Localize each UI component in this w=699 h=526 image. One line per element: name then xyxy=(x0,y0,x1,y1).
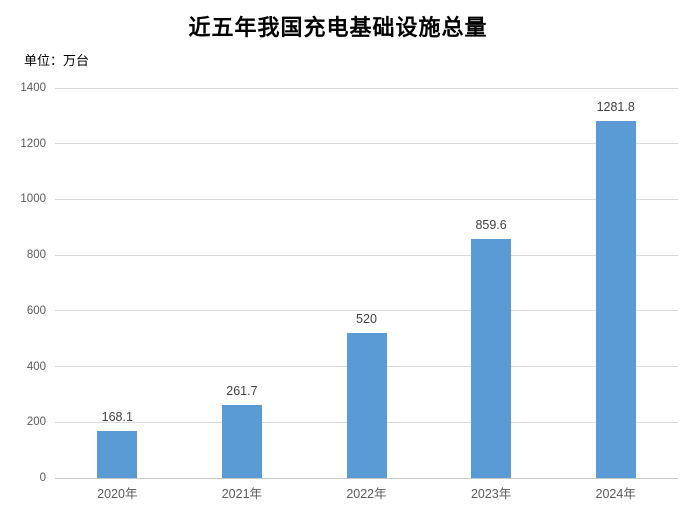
bar-2023年 xyxy=(471,238,512,478)
y-gridline xyxy=(55,198,678,200)
y-axis-tick-label: 600 xyxy=(26,304,46,317)
x-axis-line xyxy=(55,477,678,479)
bar-value-label: 859.6 xyxy=(475,217,507,232)
bar-2022年 xyxy=(346,333,387,478)
bar-2024年 xyxy=(595,120,636,478)
y-axis-tick-label: 200 xyxy=(26,416,46,429)
x-axis-label: 2024年 xyxy=(595,487,636,501)
unit-label: 单位：万台 xyxy=(24,53,90,68)
x-axis-label: 2020年 xyxy=(97,487,138,501)
x-axis-label: 2021年 xyxy=(221,487,263,501)
y-axis-tick-label: 800 xyxy=(26,249,46,262)
y-gridline xyxy=(55,87,678,89)
x-axis-label: 2023年 xyxy=(470,487,512,501)
y-axis-tick-label: 0 xyxy=(39,472,46,484)
y-axis-tick-label: 1400 xyxy=(20,82,46,94)
bar-value-label: 520 xyxy=(356,312,377,327)
bar-2021年 xyxy=(221,405,262,478)
chart-title: 近五年我国充电基础设施总量 xyxy=(188,15,488,40)
bar-2020年 xyxy=(97,431,138,478)
y-axis-tick-label: 1000 xyxy=(20,193,46,206)
bar-value-label: 261.7 xyxy=(226,384,258,399)
y-gridline xyxy=(55,310,678,312)
bar-value-label: 168.1 xyxy=(101,410,133,425)
y-axis-tick-label: 400 xyxy=(26,360,46,373)
x-axis-label: 2022年 xyxy=(346,487,387,501)
y-gridline xyxy=(55,254,678,256)
y-axis-tick-label: 1200 xyxy=(20,137,46,150)
y-gridline xyxy=(55,143,678,145)
bar-value-label: 1281.8 xyxy=(596,99,635,114)
